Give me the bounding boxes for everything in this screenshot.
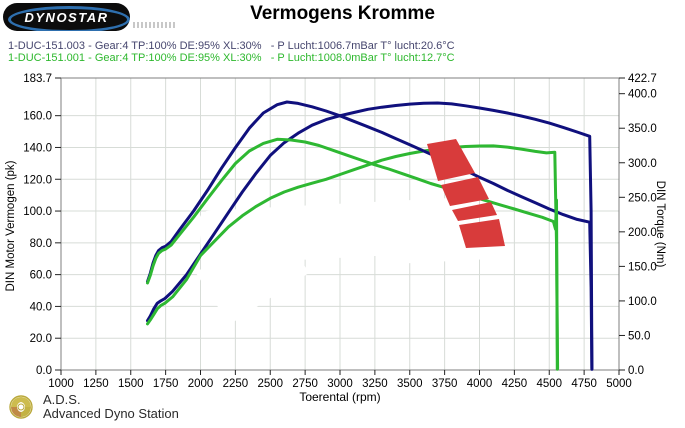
svg-text:100.0: 100.0 [628, 296, 657, 308]
svg-text:1000: 1000 [48, 378, 74, 390]
svg-text:300.0: 300.0 [628, 158, 657, 170]
axis-ticks [55, 77, 625, 375]
dynostar-logo-text: DYNOSTAR [24, 9, 109, 25]
svg-text:2000: 2000 [188, 378, 214, 390]
curve-1-duc-151-001-vermogen-pk- [146, 144, 560, 370]
white-watermark [195, 197, 481, 325]
svg-text:100.0: 100.0 [23, 206, 52, 218]
svg-text:0.0: 0.0 [628, 365, 644, 377]
svg-text:4500: 4500 [536, 378, 562, 390]
x-axis-title: Toerental (rpm) [299, 390, 380, 404]
dynostar-logo-ring [8, 6, 130, 31]
svg-text:20.0: 20.0 [30, 333, 52, 345]
svg-text:400.0: 400.0 [628, 89, 657, 101]
logo-fineprint [133, 22, 177, 28]
svg-text:250.0: 250.0 [628, 192, 657, 204]
ads-logo-icon [9, 395, 33, 419]
footer-abbr: A.D.S. [43, 392, 81, 407]
svg-text:1250: 1250 [83, 378, 109, 390]
svg-text:5000: 5000 [606, 378, 632, 390]
svg-text:120.0: 120.0 [23, 174, 52, 186]
svg-text:80.0: 80.0 [30, 238, 52, 250]
svg-text:2500: 2500 [257, 378, 283, 390]
run-info-line-1: 1-DUC-151.003 - Gear:4 TP:100% DE:95% XL… [8, 40, 455, 52]
curve-1-duc-151-001-koppel-nm- [146, 137, 559, 371]
svg-text:1750: 1750 [153, 378, 179, 390]
svg-text:4250: 4250 [502, 378, 528, 390]
svg-text:60.0: 60.0 [30, 270, 52, 282]
svg-text:4750: 4750 [571, 378, 597, 390]
left-axis-title: DIN Motor Vermogen (pk) [5, 160, 17, 291]
svg-text:3500: 3500 [397, 378, 423, 390]
svg-text:3250: 3250 [362, 378, 388, 390]
svg-text:4000: 4000 [467, 378, 493, 390]
svg-text:160.0: 160.0 [23, 111, 52, 123]
svg-text:1500: 1500 [118, 378, 144, 390]
page-title: Vermogens Kromme [250, 3, 435, 24]
svg-text:422.7: 422.7 [628, 73, 657, 85]
curve-1-duc-151-003-koppel-nm- [146, 100, 594, 371]
svg-text:150.0: 150.0 [628, 261, 657, 273]
svg-text:3750: 3750 [432, 378, 458, 390]
svg-text:200.0: 200.0 [628, 227, 657, 239]
svg-text:40.0: 40.0 [30, 301, 52, 313]
curve-1-duc-151-003-vermogen-pk- [146, 101, 594, 370]
svg-text:2750: 2750 [292, 378, 318, 390]
svg-text:2250: 2250 [223, 378, 249, 390]
svg-text:0.0: 0.0 [36, 365, 52, 377]
red-arrow-watermark [427, 139, 505, 248]
axis-tick-labels: 1000 1250 1500 1750 2000 2250 2500 2750 3000 3250… [23, 73, 657, 390]
svg-text:140.0: 140.0 [23, 142, 52, 154]
svg-text:3000: 3000 [327, 378, 353, 390]
svg-text:350.0: 350.0 [628, 123, 657, 135]
right-axis-title: DIN Torque (Nm) [654, 181, 666, 268]
dynostar-logo: DYNOSTAR [3, 3, 130, 31]
footer-name: Advanced Dyno Station [43, 406, 179, 422]
footer-branding: A.D.S. Advanced Dyno Station [8, 392, 179, 422]
svg-text:183.7: 183.7 [23, 73, 52, 85]
run-info-line-2: 1-DUC-151.001 - Gear:4 TP:100% DE:95% XL… [8, 52, 455, 64]
svg-text:50.0: 50.0 [628, 330, 650, 342]
